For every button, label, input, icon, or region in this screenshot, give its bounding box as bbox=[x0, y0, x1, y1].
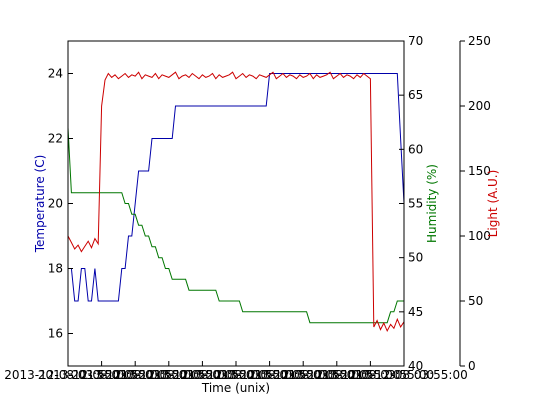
x-tick-label: 2013-12-08 03:55:00 bbox=[206, 368, 333, 382]
light-tick-label: 200 bbox=[468, 99, 491, 113]
x-tick-label: 2013-12-08 03:55:00 bbox=[239, 368, 366, 382]
temperature-tick-label: 22 bbox=[48, 132, 63, 146]
light-series-line bbox=[67, 71, 405, 333]
humidity-tick-label: 70 bbox=[408, 34, 423, 48]
humidity-tick-label: 40 bbox=[408, 359, 423, 373]
x-tick-label: 2013-12-08 03:55:00 bbox=[139, 368, 266, 382]
x-tick-label: 2013-12-08 03:55:00 bbox=[273, 368, 400, 382]
light-tick-label: 100 bbox=[468, 229, 491, 243]
x-tick-label: 2013-12-08 03:55:00 bbox=[172, 368, 299, 382]
humidity-tick-label: 65 bbox=[408, 88, 423, 102]
x-tick-label: 2013-12-08 03:55:00 bbox=[71, 368, 198, 382]
temperature-tick-label: 16 bbox=[48, 327, 63, 341]
x-tick-label: 2013-12-08 03:55:00 bbox=[38, 368, 165, 382]
plot-area bbox=[67, 71, 405, 333]
temperature-series-line bbox=[68, 73, 405, 302]
light-tick-label: 150 bbox=[468, 164, 491, 178]
x-tick-label: 2013-12-08 03:55:00 bbox=[4, 368, 131, 382]
x-tick-label: 2013-12-08 03:55:00 bbox=[307, 368, 434, 382]
plot-frame bbox=[67, 40, 405, 367]
axes: 16 18 20 22 24 40 45 50 55 60 65 70 0 50 100 150 200 250 2… bbox=[4, 34, 491, 382]
humidity-axis-title: Humidity (%) bbox=[425, 164, 439, 243]
light-tick-label: 250 bbox=[468, 34, 491, 48]
humidity-tick-label: 55 bbox=[408, 197, 423, 211]
humidity-tick-label: 45 bbox=[408, 305, 423, 319]
light-axis-title: Light (A.U.) bbox=[486, 170, 500, 238]
light-tick-label: 50 bbox=[468, 294, 483, 308]
temperature-axis-title: Temperature (C) bbox=[33, 155, 47, 254]
light-tick-label: 0 bbox=[468, 359, 476, 373]
temperature-tick-label: 24 bbox=[48, 67, 63, 81]
humidity-tick-label: 60 bbox=[408, 142, 423, 156]
x-axis-title: Time (unix) bbox=[201, 381, 270, 395]
temperature-tick-label: 20 bbox=[48, 197, 63, 211]
x-tick-label: 2013-12-08 03:55:00 bbox=[340, 368, 467, 382]
humidity-series-line bbox=[67, 127, 404, 324]
x-tick-label: 2013-12-08 03:55:00 bbox=[105, 368, 232, 382]
humidity-tick-label: 50 bbox=[408, 251, 423, 265]
temperature-tick-label: 18 bbox=[48, 262, 63, 276]
